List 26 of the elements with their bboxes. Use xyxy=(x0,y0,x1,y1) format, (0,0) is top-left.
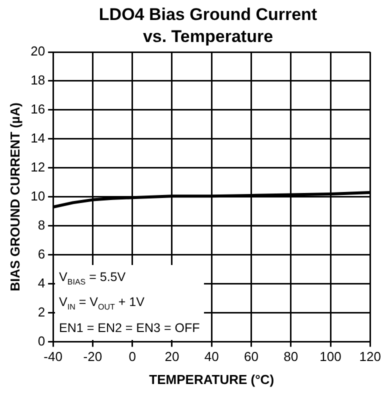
x-tick-label: -40 xyxy=(44,349,62,364)
chart-title: LDO4 Bias Ground Current vs. Temperature xyxy=(98,4,318,48)
y-tick-label: 16 xyxy=(30,102,46,117)
y-tick-label: 12 xyxy=(30,160,46,174)
annotation: EN1 = EN2 = EN3 = OFF xyxy=(59,320,200,337)
y-tick-label: 18 xyxy=(30,72,46,88)
y-axis-title: BIAS GROUND CURRENT (µA) xyxy=(7,102,22,292)
y-tick-label: 10 xyxy=(30,188,46,204)
x-tick-label: 0 xyxy=(128,349,136,364)
y-tick-label: 8 xyxy=(38,217,46,232)
y-tick-label: 4 xyxy=(38,275,46,290)
x-axis-title: TEMPERATURE (°C) xyxy=(149,372,274,387)
annotation: V$_{IN}$ = V$_{OUT}$ + 1V xyxy=(59,294,146,314)
y-tick-label: 14 xyxy=(30,130,46,146)
x-tick-label: 20 xyxy=(164,349,180,364)
x-tick-label: -20 xyxy=(83,349,102,364)
y-tick-label: 2 xyxy=(38,304,46,320)
x-tick-label: 80 xyxy=(284,349,298,364)
y-tick-label: 6 xyxy=(38,246,46,262)
y-tick-label: 20 xyxy=(30,44,46,59)
x-tick-label: 100 xyxy=(320,349,342,364)
x-tick-label: 40 xyxy=(204,349,219,364)
y-tick-label: 0 xyxy=(38,333,46,348)
x-tick-label: 60 xyxy=(244,349,258,364)
annotation: V$_{BIAS}$ = 5.5V xyxy=(59,268,127,288)
x-tick-label: 120 xyxy=(359,349,382,364)
